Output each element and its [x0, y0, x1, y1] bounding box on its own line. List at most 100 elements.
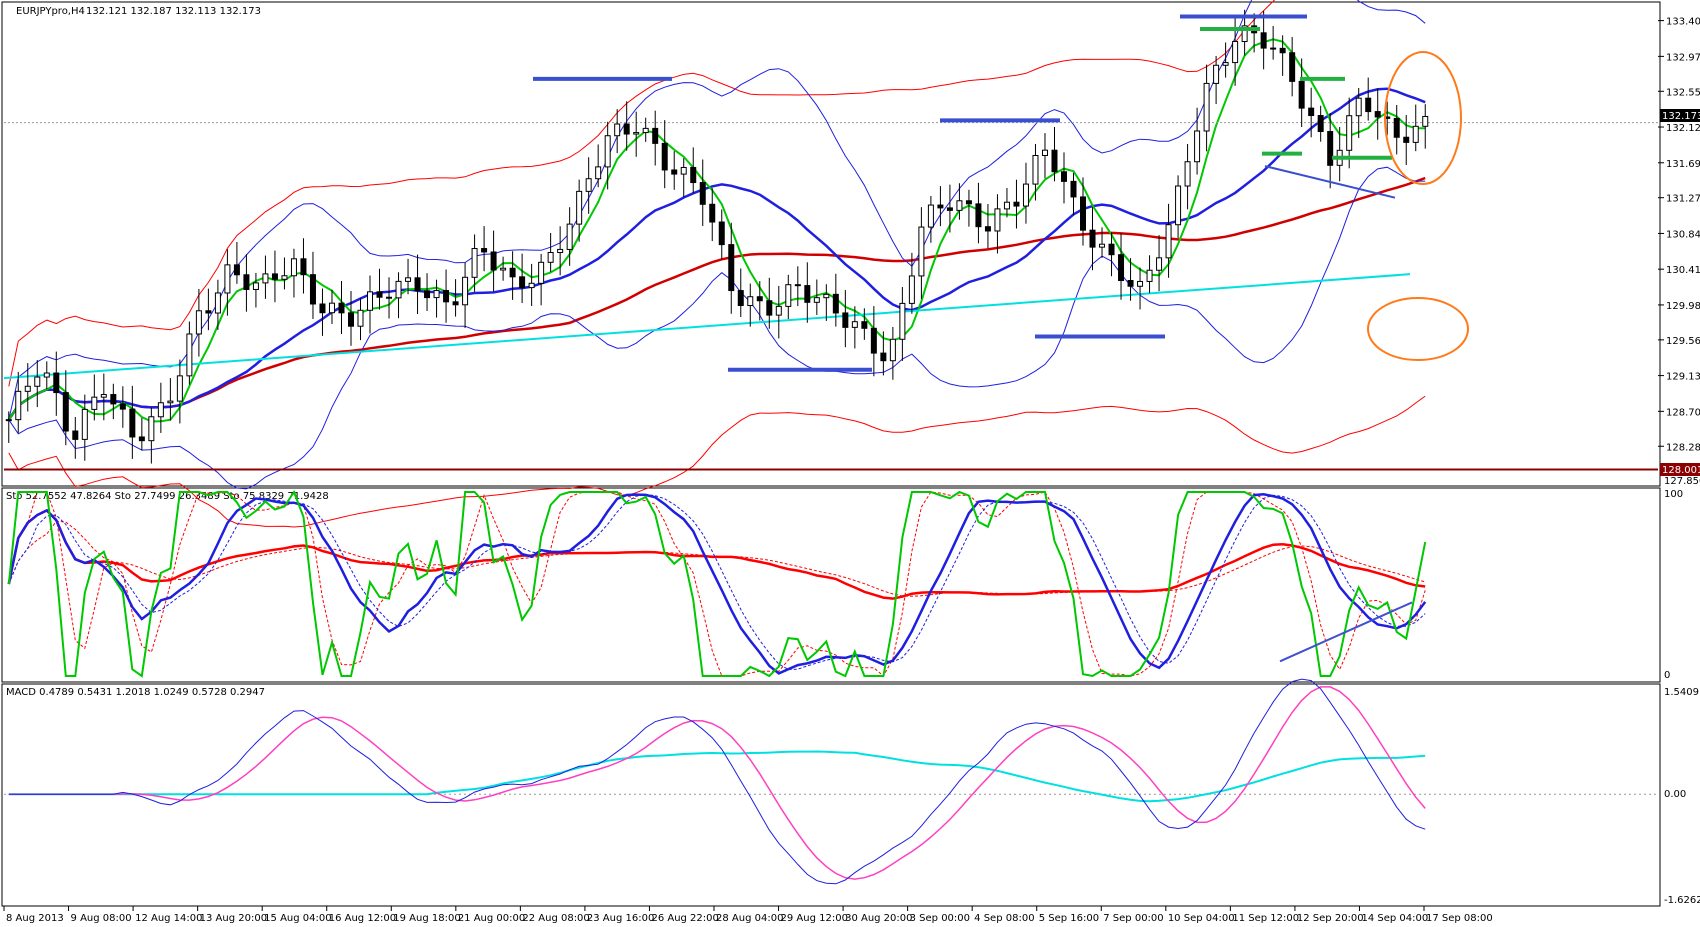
- bear-candle: [519, 276, 526, 289]
- bb-upper: [8, 0, 1426, 420]
- bull-candle: [34, 376, 41, 387]
- ohlc-label: 132.121 132.187 132.113 132.173: [86, 6, 261, 17]
- bear-candle: [671, 169, 678, 175]
- time-tick-label: 21 Aug 00:00: [458, 913, 525, 924]
- bear-candle: [376, 291, 383, 298]
- bear-candle: [794, 284, 801, 287]
- bear-candle: [652, 127, 659, 144]
- bull-candle: [642, 127, 649, 134]
- bull-candle: [1412, 125, 1419, 143]
- stoch-divergence-line: [1279, 601, 1413, 663]
- price-tick-label: 128.700: [1666, 407, 1700, 418]
- bull-candle: [1222, 62, 1229, 66]
- bear-candle: [443, 290, 450, 303]
- time-tick-label: 11 Sep 12:00: [1232, 913, 1299, 924]
- bull-candle: [81, 408, 88, 440]
- bull-candle: [1156, 257, 1163, 271]
- bear-candle: [718, 221, 725, 246]
- time-tick-label: 17 Sep 08:00: [1426, 913, 1493, 924]
- bull-candle: [15, 390, 22, 421]
- price-tick-label: 130.410: [1666, 265, 1700, 276]
- bear-candle: [1108, 243, 1115, 256]
- time-tick-label: 16 Aug 12:00: [329, 913, 396, 924]
- outer-band-upper: [8, 0, 1276, 387]
- bear-candle: [271, 273, 278, 280]
- bear-candle: [1127, 279, 1134, 287]
- bear-candle: [233, 264, 240, 276]
- bear-candle: [737, 290, 744, 307]
- bull-candle: [851, 321, 858, 328]
- bear-candle: [1289, 52, 1296, 82]
- bear-candle: [309, 274, 316, 305]
- price-panel[interactable]: [1, 1, 1661, 487]
- bull-candle: [1194, 130, 1201, 163]
- bear-candle: [804, 285, 811, 303]
- bear-candle: [1279, 47, 1286, 54]
- bear-candle: [347, 312, 354, 327]
- bull-candle: [1241, 25, 1248, 43]
- bear-candle: [832, 293, 839, 314]
- macd-label: MACD 0.4789 0.5431 1.2018 1.0249 0.5728 …: [6, 687, 265, 698]
- highlight-ellipse: [1367, 297, 1469, 361]
- price-tick-label: 130.840: [1666, 229, 1700, 240]
- bull-candle: [1099, 243, 1106, 248]
- bear-candle: [880, 352, 887, 362]
- bull-candle: [224, 264, 231, 294]
- time-tick-label: 12 Sep 20:00: [1297, 913, 1364, 924]
- highlight-ellipse: [1384, 51, 1462, 185]
- bull-candle: [785, 284, 792, 307]
- bear-candle: [965, 200, 972, 205]
- bear-candle: [1118, 254, 1125, 281]
- time-tick-label: 29 Aug 12:00: [781, 913, 848, 924]
- bull-candle: [994, 208, 1001, 232]
- price-tick-label: 129.560: [1666, 336, 1700, 347]
- bull-candle: [367, 291, 374, 311]
- bull-candle: [262, 273, 269, 284]
- bull-candle: [1041, 149, 1048, 156]
- bull-candle: [395, 280, 402, 299]
- time-tick-label: 4 Sep 08:00: [974, 913, 1034, 924]
- price-tick-label: 131.690: [1666, 159, 1700, 170]
- bull-candle: [91, 396, 98, 410]
- bull-candle: [186, 333, 193, 377]
- bear-candle: [984, 226, 991, 232]
- bull-candle: [633, 132, 640, 135]
- svg-text:128.001: 128.001: [1662, 465, 1700, 476]
- bear-candle: [756, 296, 763, 302]
- bear-candle: [1403, 136, 1410, 143]
- stoch-panel[interactable]: [1, 487, 1661, 683]
- time-tick-label: 7 Sep 00:00: [1103, 913, 1163, 924]
- price-tick-label: 129.130: [1666, 372, 1700, 383]
- bear-candle: [205, 310, 212, 314]
- bear-candle: [119, 403, 126, 410]
- bull-candle: [462, 276, 469, 306]
- bull-candle: [157, 402, 164, 418]
- time-tick-label: 9 Aug 08:00: [71, 913, 132, 924]
- bear-candle: [1013, 201, 1020, 207]
- bull-candle: [176, 375, 183, 402]
- bear-candle: [386, 296, 393, 299]
- bull-candle: [747, 296, 754, 307]
- bull-candle: [1032, 154, 1039, 185]
- bull-candle: [1003, 201, 1010, 210]
- bear-candle: [1080, 196, 1087, 231]
- bull-candle: [927, 204, 934, 228]
- bear-candle: [623, 123, 630, 135]
- macd-top-label: 1.5409: [1664, 687, 1699, 698]
- bull-candle: [566, 223, 573, 250]
- bear-candle: [842, 312, 849, 328]
- bull-candle: [823, 293, 830, 299]
- bear-candle: [1089, 229, 1096, 248]
- svg-text:132.173: 132.173: [1662, 111, 1700, 122]
- bear-candle: [1327, 131, 1334, 166]
- bear-candle: [975, 203, 982, 228]
- time-tick-label: 14 Sep 04:00: [1361, 913, 1428, 924]
- trendline-blue: [1264, 165, 1396, 199]
- bull-candle: [614, 123, 621, 137]
- bull-candle: [680, 166, 687, 175]
- bear-candle: [1051, 149, 1058, 173]
- bull-candle: [1022, 183, 1029, 207]
- bull-candle: [1203, 82, 1210, 132]
- macd-main: [8, 678, 1426, 885]
